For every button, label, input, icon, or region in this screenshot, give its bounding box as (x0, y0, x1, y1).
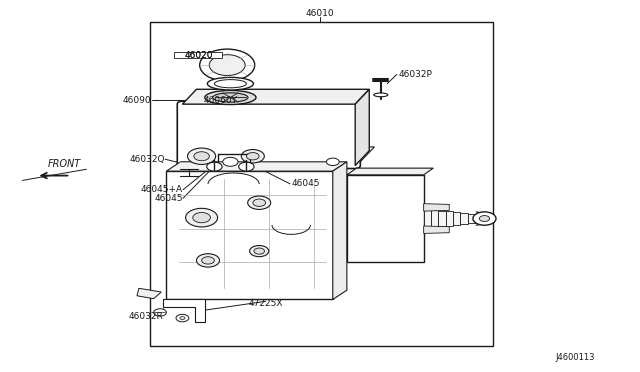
Circle shape (176, 314, 189, 322)
Circle shape (193, 212, 211, 223)
Text: 46045: 46045 (154, 194, 183, 203)
Bar (174, 52, 222, 58)
Circle shape (326, 158, 339, 166)
Bar (445, 211, 453, 225)
Text: 46045+A: 46045+A (141, 185, 183, 194)
Circle shape (207, 162, 222, 171)
Circle shape (473, 212, 496, 225)
Circle shape (241, 150, 264, 163)
FancyBboxPatch shape (177, 101, 360, 169)
Ellipse shape (214, 80, 246, 88)
Bar (347, 175, 424, 262)
Ellipse shape (205, 90, 256, 105)
Polygon shape (182, 147, 374, 164)
Polygon shape (355, 89, 369, 166)
Bar (438, 211, 445, 226)
Text: 46020: 46020 (184, 51, 212, 60)
Text: 46032R: 46032R (129, 312, 163, 321)
Circle shape (196, 254, 220, 267)
Circle shape (248, 196, 271, 209)
Circle shape (254, 248, 264, 254)
Polygon shape (137, 288, 161, 299)
Text: 46032Q: 46032Q (130, 155, 165, 164)
Ellipse shape (212, 93, 248, 102)
Bar (460, 213, 468, 224)
Circle shape (154, 309, 166, 316)
Bar (150, 22, 493, 346)
Polygon shape (424, 226, 449, 234)
Text: 46090: 46090 (122, 96, 151, 105)
Circle shape (246, 153, 259, 160)
Circle shape (200, 49, 255, 81)
Text: 46032P: 46032P (398, 70, 432, 79)
Circle shape (186, 208, 218, 227)
Circle shape (239, 162, 254, 171)
Circle shape (180, 317, 185, 320)
Polygon shape (347, 168, 433, 175)
Text: 47225X: 47225X (248, 299, 283, 308)
Polygon shape (163, 299, 205, 322)
Circle shape (479, 216, 490, 221)
Polygon shape (424, 204, 449, 211)
Text: 46045: 46045 (291, 179, 320, 188)
Bar (424, 209, 431, 228)
Circle shape (188, 148, 216, 164)
Bar (166, 171, 333, 299)
Ellipse shape (207, 77, 253, 90)
Text: 46060Y: 46060Y (204, 96, 237, 105)
Polygon shape (166, 162, 347, 171)
Text: 46010: 46010 (306, 9, 334, 17)
Circle shape (209, 55, 245, 76)
Circle shape (194, 152, 209, 161)
Text: FRONT: FRONT (47, 159, 81, 169)
Bar (453, 212, 460, 225)
Bar (468, 214, 475, 223)
Text: J4600113: J4600113 (556, 353, 595, 362)
Ellipse shape (374, 93, 388, 97)
Polygon shape (333, 162, 347, 299)
Bar (431, 210, 438, 227)
Circle shape (223, 157, 238, 166)
Polygon shape (182, 89, 369, 104)
Circle shape (253, 199, 266, 206)
Circle shape (202, 257, 214, 264)
Circle shape (250, 246, 269, 257)
Text: 46020: 46020 (184, 51, 212, 60)
